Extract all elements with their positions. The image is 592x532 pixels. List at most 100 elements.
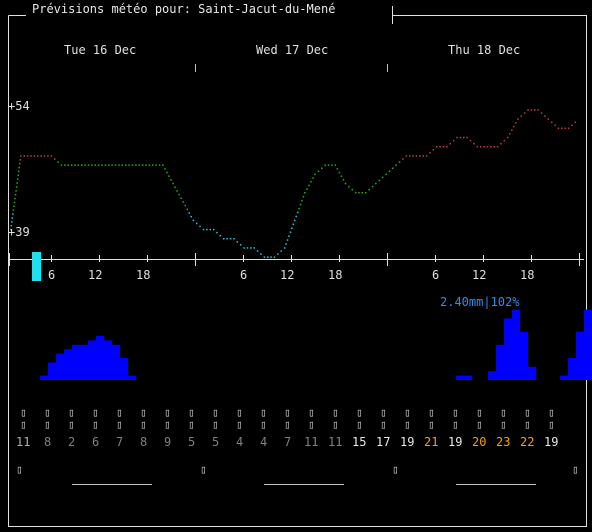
temperature-point <box>327 164 330 166</box>
current-time-marker <box>32 252 41 281</box>
temperature-point <box>295 215 297 218</box>
precipitation-bar <box>456 375 464 380</box>
temperature-point <box>547 118 550 120</box>
weather-symbol-icon: ▯ <box>236 406 243 419</box>
temperature-point <box>289 231 292 233</box>
temperature-point <box>172 182 174 185</box>
temperature-point <box>125 164 127 166</box>
temperature-point <box>60 164 63 166</box>
weather-symbol-icon: ▯ <box>524 418 531 431</box>
weather-symbol-icon: ▯ <box>428 406 435 419</box>
temperature-point <box>30 155 32 157</box>
temperature-point <box>486 146 489 148</box>
temperature-point <box>111 164 113 166</box>
hourly-temperature: 19 <box>400 435 415 449</box>
temperature-point <box>483 146 485 148</box>
precipitation-summary: 2.40mm|102% <box>440 295 520 309</box>
temperature-point <box>43 155 46 157</box>
temperature-point <box>26 155 29 157</box>
temperature-point <box>47 155 49 157</box>
temperature-point <box>469 139 472 142</box>
temperature-point <box>18 170 20 173</box>
hourly-temperature: 23 <box>496 435 511 449</box>
temperature-point <box>170 179 172 181</box>
temperature-point <box>354 192 357 194</box>
temperature-point <box>419 155 421 157</box>
temperature-point <box>233 238 235 240</box>
temperature-point <box>246 247 249 249</box>
precipitation-bar <box>72 344 80 380</box>
temperature-point <box>496 146 499 148</box>
precipitation-bar <box>584 309 592 380</box>
weather-symbol-icon: ▯ <box>68 406 75 419</box>
temperature-point <box>209 228 211 231</box>
hourly-temperature: 19 <box>448 435 463 449</box>
temperature-point <box>511 129 513 131</box>
temperature-point <box>84 164 86 166</box>
temperature-point <box>260 253 262 255</box>
temperature-point <box>302 195 305 198</box>
temperature-point <box>74 164 76 166</box>
daily-summary-icon: ▯ <box>200 463 207 476</box>
temperature-point <box>64 164 66 166</box>
temperature-point <box>523 112 526 114</box>
temperature-point <box>15 186 18 188</box>
hourly-temperature: 6 <box>92 435 100 449</box>
temperature-point <box>310 181 312 183</box>
weather-symbol-icon: ▯ <box>380 418 387 431</box>
temperature-point <box>267 256 269 258</box>
weather-symbol-icon: ▯ <box>260 418 267 431</box>
weather-symbol-icon: ▯ <box>260 406 267 419</box>
weather-symbol-icon: ▯ <box>548 418 555 431</box>
temperature-point <box>11 217 14 219</box>
temperature-point <box>425 155 428 157</box>
hourly-temperature: 4 <box>236 435 244 449</box>
temperature-point <box>388 170 391 172</box>
temperature-point <box>490 146 492 148</box>
temperature-point <box>13 205 15 208</box>
hour-tick-marks <box>51 255 532 262</box>
weather-symbol-icon: ▯ <box>116 406 123 419</box>
temperature-line <box>10 109 577 258</box>
weather-symbol-icon: ▯ <box>236 418 243 431</box>
temperature-point <box>459 136 462 139</box>
precipitation-bar <box>576 331 584 380</box>
temperature-point <box>286 239 289 241</box>
weather-symbol-icon: ▯ <box>116 418 123 431</box>
temperature-point <box>250 247 252 249</box>
weather-symbol-icon: ▯ <box>332 418 339 431</box>
temperature-point <box>312 177 314 179</box>
hourly-temperature: 20 <box>472 435 487 449</box>
weather-symbol-icon: ▯ <box>356 418 363 431</box>
temperature-point <box>81 164 83 166</box>
hour-tick-label: 6 <box>48 268 56 282</box>
hourly-temperature: 5 <box>188 435 196 449</box>
weather-symbol-icon: ▯ <box>212 406 219 419</box>
temperature-point <box>20 155 22 157</box>
temperature-point <box>91 164 93 166</box>
temperature-point <box>229 238 232 240</box>
temperature-point <box>283 247 286 249</box>
hourly-temperature: 8 <box>140 435 148 449</box>
weather-symbol-icon: ▯ <box>452 406 459 419</box>
temperature-point <box>212 228 215 231</box>
precipitation-bar <box>104 340 112 380</box>
temperature-point <box>507 136 509 139</box>
temperature-point <box>557 127 560 130</box>
temperature-point <box>118 164 120 166</box>
temperature-point <box>104 164 107 166</box>
temperature-point <box>365 192 367 194</box>
temperature-point <box>422 155 424 157</box>
daily-summary-icon: ▯ <box>572 463 579 476</box>
temperature-point <box>520 115 522 117</box>
weather-symbol-icon: ▯ <box>164 406 171 419</box>
weather-symbol-icon: ▯ <box>68 418 75 431</box>
temperature-point <box>164 168 166 170</box>
temperature-point <box>70 164 73 166</box>
temperature-point <box>40 155 42 157</box>
temperature-point <box>94 164 96 166</box>
hourly-temperature: 21 <box>424 435 439 449</box>
precipitation-bar <box>96 336 104 380</box>
weather-symbol-icon: ▯ <box>44 418 51 431</box>
